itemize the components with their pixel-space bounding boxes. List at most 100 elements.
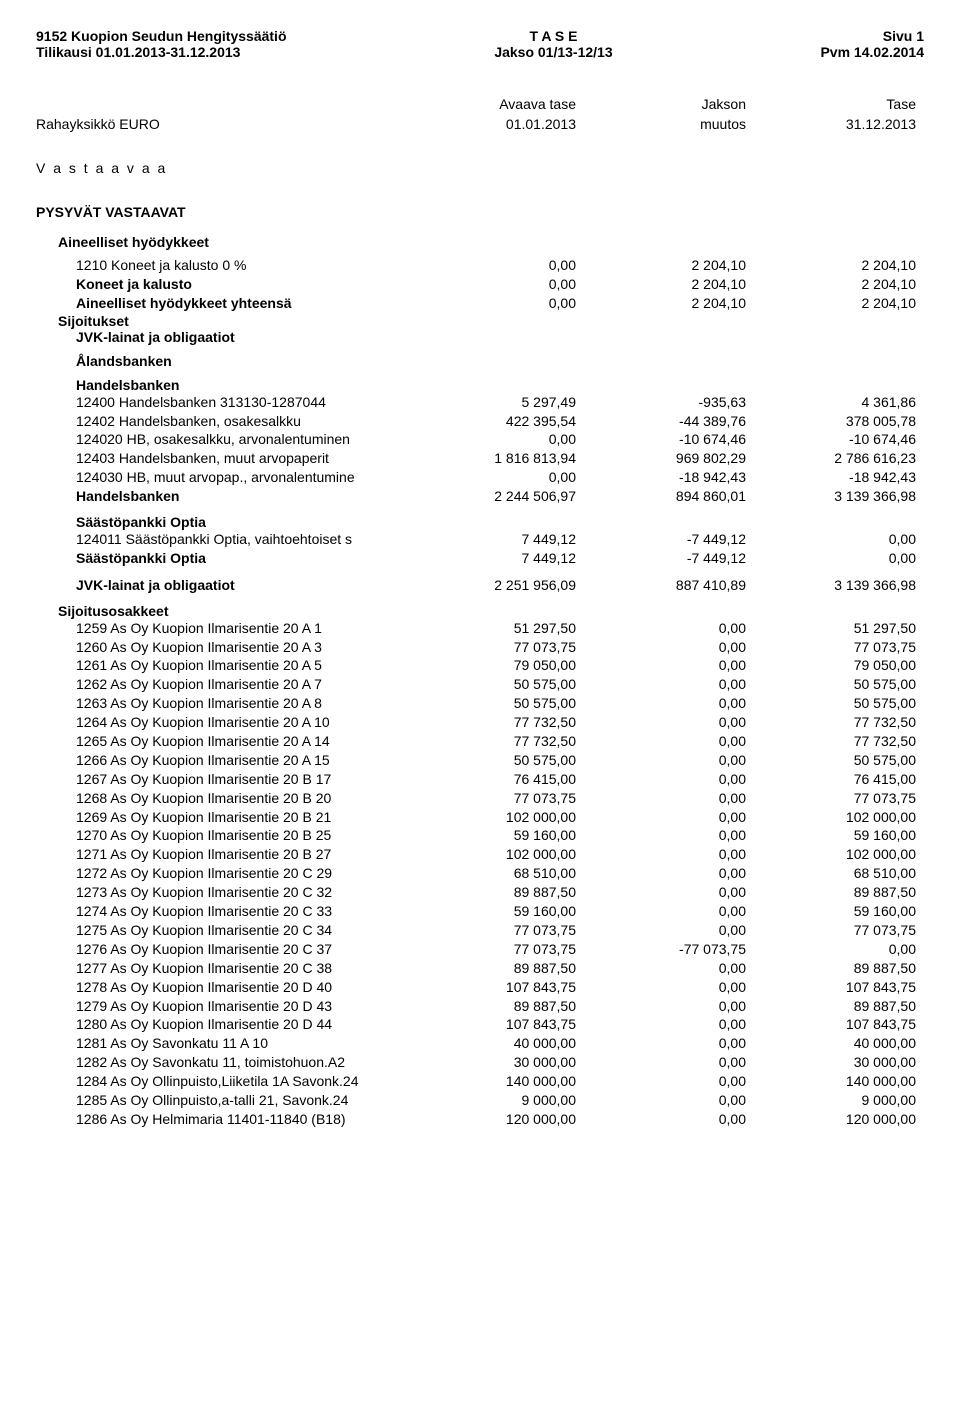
table-row: 1281 As Oy Savonkatu 11 A 1040 000,000,0…	[36, 1034, 924, 1053]
row-label: 1285 As Oy Ollinpuisto,a-talli 21, Savon…	[36, 1091, 406, 1110]
table-row: 1264 As Oy Kuopion Ilmarisentie 20 A 107…	[36, 713, 924, 732]
cell-value: 378 005,78	[746, 412, 916, 431]
row-label: 1267 As Oy Kuopion Ilmarisentie 20 B 17	[36, 770, 406, 789]
table-row: 1261 As Oy Kuopion Ilmarisentie 20 A 579…	[36, 656, 924, 675]
row-label: 1266 As Oy Kuopion Ilmarisentie 20 A 15	[36, 751, 406, 770]
cell-value: 40 000,00	[406, 1034, 576, 1053]
cell-value: 0,00	[406, 430, 576, 449]
table-row: 1280 As Oy Kuopion Ilmarisentie 20 D 44 1…	[36, 1015, 924, 1034]
cell-value: 5 297,49	[406, 393, 576, 412]
table-row: 124020 HB, osakesalkku, arvonalentuminen…	[36, 430, 924, 449]
cell-value: 422 395,54	[406, 412, 576, 431]
table-row: 1270 As Oy Kuopion Ilmarisentie 20 B 255…	[36, 826, 924, 845]
cell-value: 894 860,01	[576, 487, 746, 506]
row-label: 1262 As Oy Kuopion Ilmarisentie 20 A 7	[36, 675, 406, 694]
cell-value: 140 000,00	[746, 1072, 916, 1091]
cell-value: 0,00	[576, 638, 746, 657]
cell-value: 102 000,00	[746, 808, 916, 827]
cell-value: 2 204,10	[746, 256, 916, 275]
cell-value: 79 050,00	[406, 656, 576, 675]
cell-value: 2 204,10	[576, 275, 746, 294]
optia-title: Säästöpankki Optia	[36, 514, 924, 530]
range: Jakso 01/13-12/13	[494, 44, 612, 60]
row-label: 1260 As Oy Kuopion Ilmarisentie 20 A 3	[36, 638, 406, 657]
cell-value: 89 887,50	[746, 997, 916, 1016]
cell-value: 50 575,00	[406, 751, 576, 770]
cell-value: 40 000,00	[746, 1034, 916, 1053]
cell-value: 9 000,00	[746, 1091, 916, 1110]
cell-value: -935,63	[576, 393, 746, 412]
row-label: 1284 As Oy Ollinpuisto,Liiketila 1A Savo…	[36, 1072, 406, 1091]
table-row: 124011 Säästöpankki Optia, vaihtoehtoise…	[36, 530, 924, 549]
cell-value: 0,00	[576, 619, 746, 638]
row-label: 1210 Koneet ja kalusto 0 %	[36, 256, 406, 275]
cell-value: 0,00	[576, 770, 746, 789]
cell-value: 140 000,00	[406, 1072, 576, 1091]
table-row: 1260 As Oy Kuopion Ilmarisentie 20 A 3 77…	[36, 638, 924, 657]
cell-value: 2 244 506,97	[406, 487, 576, 506]
cell-value: 102 000,00	[406, 845, 576, 864]
row-label: 12402 Handelsbanken, osakesalkku	[36, 412, 406, 431]
sijoitukset-title: Sijoitukset	[36, 313, 924, 329]
cell-value: 969 802,29	[576, 449, 746, 468]
total-label: Handelsbanken	[36, 487, 406, 506]
cell-value: 0,00	[746, 530, 916, 549]
table-row: 1275 As Oy Kuopion Ilmarisentie 20 C 347…	[36, 921, 924, 940]
cell-value: 59 160,00	[406, 826, 576, 845]
cell-value: 89 887,50	[746, 883, 916, 902]
handelsbanken-title: Handelsbanken	[36, 377, 924, 393]
cell-value: 77 073,75	[746, 638, 916, 657]
table-row: 1263 As Oy Kuopion Ilmarisentie 20 A 850…	[36, 694, 924, 713]
table-row: 1269 As Oy Kuopion Ilmarisentie 20 B 211…	[36, 808, 924, 827]
cell-value: 107 843,75	[746, 1015, 916, 1034]
cell-value: 1 816 813,94	[406, 449, 576, 468]
table-row: Aineelliset hyödykkeet yhteensä0,002 204…	[36, 294, 924, 313]
cell-value: 0,00	[576, 902, 746, 921]
sijoitusosakkeet-title: Sijoitusosakkeet	[36, 603, 924, 619]
cell-value: 0,00	[576, 732, 746, 751]
table-row: 1285 As Oy Ollinpuisto,a-talli 21, Savon…	[36, 1091, 924, 1110]
row-label: 1281 As Oy Savonkatu 11 A 10	[36, 1034, 406, 1053]
cell-value: 68 510,00	[746, 864, 916, 883]
row-label: 124020 HB, osakesalkku, arvonalentuminen	[36, 430, 406, 449]
table-row: 1272 As Oy Kuopion Ilmarisentie 20 C 296…	[36, 864, 924, 883]
total-row: Handelsbanken2 244 506,97894 860,013 139…	[36, 487, 924, 506]
col2-top: Jakson	[576, 96, 746, 112]
cell-value: 0,00	[576, 694, 746, 713]
cell-value: 76 415,00	[746, 770, 916, 789]
cell-value: -44 389,76	[576, 412, 746, 431]
row-label: 124011 Säästöpankki Optia, vaihtoehtoise…	[36, 530, 406, 549]
table-row: 1279 As Oy Kuopion Ilmarisentie 20 D 438…	[36, 997, 924, 1016]
row-label: 1280 As Oy Kuopion Ilmarisentie 20 D 44	[36, 1015, 406, 1034]
cell-value: 120 000,00	[406, 1110, 576, 1129]
table-row: 1265 As Oy Kuopion Ilmarisentie 20 A 147…	[36, 732, 924, 751]
cell-value: 2 204,10	[576, 294, 746, 313]
cell-value: 59 160,00	[406, 902, 576, 921]
section-vastaavaa: V a s t a a v a a	[36, 160, 924, 176]
cell-value: 2 204,10	[576, 256, 746, 275]
cell-value: -10 674,46	[746, 430, 916, 449]
cell-value: 0,00	[576, 921, 746, 940]
row-label: 1263 As Oy Kuopion Ilmarisentie 20 A 8	[36, 694, 406, 713]
cell-value: 0,00	[576, 1015, 746, 1034]
cell-value: 0,00	[406, 275, 576, 294]
cell-value: 0,00	[576, 675, 746, 694]
cell-value: 0,00	[576, 1072, 746, 1091]
cell-value: 0,00	[576, 751, 746, 770]
cell-value: 89 887,50	[406, 883, 576, 902]
table-row: 124030 HB, muut arvopap., arvonalentumin…	[36, 468, 924, 487]
table-row: 1274 As Oy Kuopion Ilmarisentie 20 C 335…	[36, 902, 924, 921]
row-label: 12403 Handelsbanken, muut arvopaperit	[36, 449, 406, 468]
row-label: 1278 As Oy Kuopion Ilmarisentie 20 D 40	[36, 978, 406, 997]
cell-value: 0,00	[576, 808, 746, 827]
table-row: Koneet ja kalusto0,002 204,102 204,10	[36, 275, 924, 294]
cell-value: 68 510,00	[406, 864, 576, 883]
org-name: 9152 Kuopion Seudun Hengityssäätiö	[36, 28, 287, 44]
aineelliset-rows: 1210 Koneet ja kalusto 0 %0,002 204,102 …	[36, 256, 924, 313]
cell-value: 0,00	[576, 845, 746, 864]
handelsbanken-rows: 12400 Handelsbanken 313130-12870445 297,…	[36, 393, 924, 506]
cell-value: 89 887,50	[406, 959, 576, 978]
cell-value: 51 297,50	[406, 619, 576, 638]
row-label: 1273 As Oy Kuopion Ilmarisentie 20 C 32	[36, 883, 406, 902]
table-row: 1210 Koneet ja kalusto 0 %0,002 204,102 …	[36, 256, 924, 275]
